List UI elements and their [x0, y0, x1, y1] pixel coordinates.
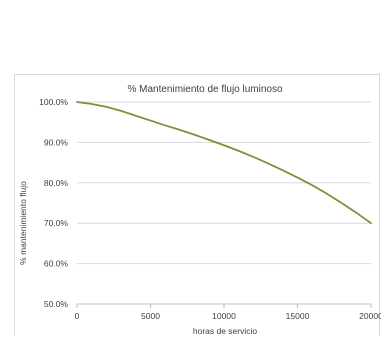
y-tick-label: 90.0%	[44, 137, 69, 147]
x-tick-label: 10000	[212, 311, 236, 321]
y-tick-label: 80.0%	[44, 178, 69, 188]
y-tick-label: 60.0%	[44, 259, 69, 269]
series-line	[76, 101, 372, 225]
series-layer	[76, 101, 372, 225]
x-tick-label: 20000	[359, 311, 381, 321]
x-tick-label: 5000	[141, 311, 160, 321]
gridlines	[77, 101, 371, 265]
chart-frame: % Mantenimiento de flujo luminoso 50.0% 6…	[14, 74, 381, 336]
chart-title: % Mantenimiento de flujo luminoso	[127, 84, 283, 95]
x-tick-label: 0	[75, 311, 80, 321]
y-tick-label: 50.0%	[44, 299, 69, 309]
y-tick-label: 100.0%	[39, 97, 68, 107]
y-axis-title: % mantenimiento flujo	[18, 181, 28, 265]
x-axis-title: horas de servicio	[193, 326, 258, 336]
axes	[76, 303, 372, 308]
y-tick-label: 70.0%	[44, 218, 69, 228]
chart: % Mantenimiento de flujo luminoso 50.0% 6…	[18, 84, 381, 336]
x-tick-labels: 0 5000 10000 15000 20000	[75, 311, 381, 321]
x-tick-label: 15000	[286, 311, 310, 321]
y-tick-labels: 50.0% 60.0% 70.0% 80.0% 90.0% 100.0%	[39, 97, 68, 309]
